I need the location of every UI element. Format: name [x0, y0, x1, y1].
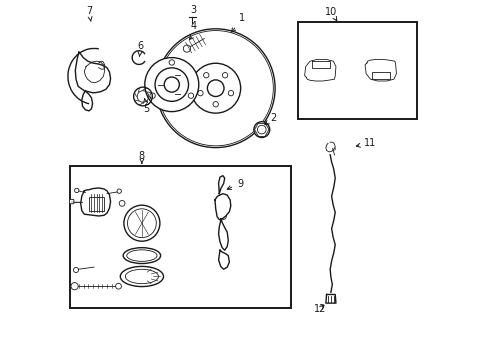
Circle shape: [253, 122, 269, 138]
Circle shape: [331, 147, 335, 150]
Text: 10: 10: [324, 6, 336, 21]
Text: 6: 6: [138, 41, 143, 57]
Circle shape: [188, 93, 193, 98]
Circle shape: [213, 102, 218, 107]
Bar: [70, 166, 291, 308]
Circle shape: [228, 90, 233, 96]
Text: 2: 2: [264, 113, 276, 125]
Bar: [297, 22, 416, 119]
Polygon shape: [365, 59, 396, 81]
Circle shape: [75, 188, 79, 193]
Polygon shape: [304, 59, 335, 81]
Circle shape: [257, 125, 265, 134]
Text: 7: 7: [86, 6, 92, 21]
Text: 11: 11: [356, 138, 375, 148]
Circle shape: [323, 69, 332, 78]
Polygon shape: [218, 219, 228, 250]
Circle shape: [185, 103, 189, 106]
Text: 8: 8: [139, 150, 144, 163]
Text: 12: 12: [313, 304, 325, 314]
Circle shape: [326, 145, 329, 149]
Circle shape: [369, 62, 378, 71]
Polygon shape: [371, 72, 389, 79]
FancyBboxPatch shape: [69, 199, 74, 204]
Circle shape: [183, 45, 190, 52]
Circle shape: [317, 69, 323, 75]
Circle shape: [155, 68, 188, 102]
Text: 1: 1: [231, 13, 244, 32]
Circle shape: [150, 93, 155, 98]
Circle shape: [218, 203, 227, 211]
Bar: [89, 197, 104, 211]
Circle shape: [71, 283, 78, 290]
Polygon shape: [311, 61, 329, 68]
Circle shape: [197, 90, 203, 96]
Circle shape: [378, 66, 384, 71]
Circle shape: [117, 189, 121, 193]
Circle shape: [119, 201, 125, 206]
Circle shape: [309, 69, 317, 78]
Circle shape: [384, 62, 392, 71]
Text: 3: 3: [190, 5, 196, 15]
Circle shape: [207, 80, 224, 96]
Circle shape: [185, 70, 189, 74]
Polygon shape: [325, 294, 335, 303]
Circle shape: [115, 283, 121, 289]
Text: 4: 4: [190, 21, 196, 31]
Polygon shape: [218, 250, 229, 269]
Text: 5: 5: [143, 98, 149, 114]
Circle shape: [73, 267, 79, 273]
Polygon shape: [215, 194, 230, 220]
Polygon shape: [325, 142, 335, 152]
Polygon shape: [218, 176, 224, 194]
Circle shape: [123, 205, 160, 241]
Circle shape: [169, 60, 174, 65]
Polygon shape: [81, 188, 110, 216]
Circle shape: [203, 73, 208, 78]
Circle shape: [219, 212, 226, 220]
Text: 9: 9: [227, 179, 243, 189]
Circle shape: [144, 58, 199, 112]
Circle shape: [164, 77, 179, 92]
Circle shape: [222, 73, 227, 78]
Circle shape: [156, 29, 275, 148]
Circle shape: [328, 148, 332, 152]
